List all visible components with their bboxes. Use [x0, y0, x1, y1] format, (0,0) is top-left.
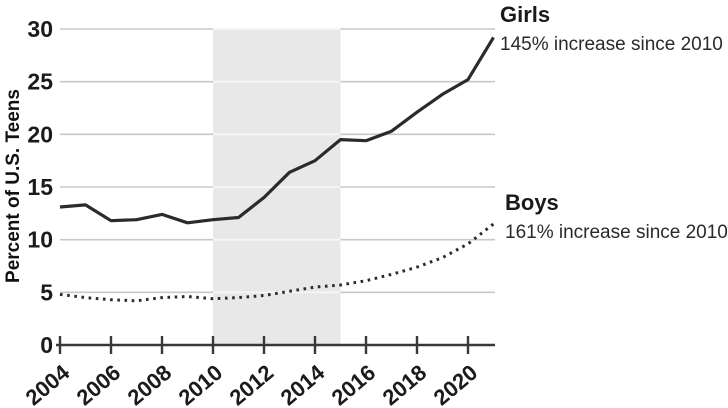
- y-tick-label-0: 0: [40, 332, 53, 358]
- y-tick-label-30: 30: [27, 16, 53, 42]
- girls-line: [59, 36, 495, 225]
- x-tick-label-2006: 2006: [72, 360, 126, 408]
- boys-line: [59, 222, 495, 303]
- girls-annotation: Girls 145% increase since 2010: [500, 2, 723, 56]
- x-tick-label-2020: 2020: [429, 360, 483, 408]
- y-tick-label-10: 10: [27, 227, 53, 253]
- x-tick-label-2004: 2004: [21, 359, 75, 408]
- x-tick-label-2014: 2014: [276, 359, 330, 408]
- boys-increase-note: 161% increase since 2010: [505, 222, 728, 243]
- x-tick-label-2008: 2008: [123, 360, 177, 408]
- y-axis-title: Percent of U.S. Teens: [3, 89, 24, 283]
- y-tick-label-20: 20: [27, 121, 53, 147]
- y-tick-label-15: 15: [27, 174, 53, 200]
- x-tick-label-2018: 2018: [378, 360, 432, 408]
- x-tick-label-2010: 2010: [174, 360, 228, 408]
- boys-annotation: Boys 161% increase since 2010: [505, 190, 728, 244]
- girls-series-label: Girls: [500, 2, 551, 27]
- x-tick-label-2012: 2012: [225, 360, 279, 408]
- girls-increase-note: 145% increase since 2010: [500, 34, 723, 55]
- boys-series-label: Boys: [505, 190, 559, 215]
- x-tick-label-2016: 2016: [327, 360, 381, 408]
- y-tick-label-5: 5: [40, 279, 53, 305]
- y-tick-label-25: 25: [27, 69, 53, 95]
